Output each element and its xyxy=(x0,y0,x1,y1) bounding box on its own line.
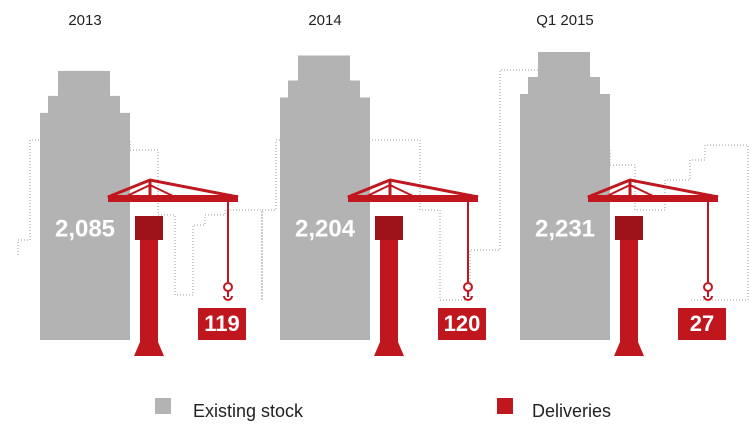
crane-base xyxy=(134,342,164,356)
crane-base xyxy=(374,342,404,356)
crane-jib xyxy=(348,195,478,202)
crane-mast xyxy=(620,240,638,342)
delivery-label: 120 xyxy=(444,311,481,336)
legend-label: Existing stock xyxy=(193,401,304,421)
legend-label: Deliveries xyxy=(532,401,611,421)
crane-hook xyxy=(224,283,232,291)
crane-cab xyxy=(135,216,163,240)
legend-swatch xyxy=(155,398,171,414)
crane-base xyxy=(614,342,644,356)
crane-hook xyxy=(704,291,712,300)
delivery-label: 27 xyxy=(690,311,714,336)
crane-hook xyxy=(704,283,712,291)
crane-cab xyxy=(615,216,643,240)
stock-label: 2,085 xyxy=(55,215,115,242)
crane-mast xyxy=(380,240,398,342)
stock-label: 2,231 xyxy=(535,215,595,242)
legend-swatch xyxy=(497,398,513,414)
chart: 2013 2,085 119 2014 2,204 120 Q1 2015 2,231 27 Ex… xyxy=(0,0,756,428)
crane-hook xyxy=(224,291,232,300)
category-label: 2014 xyxy=(308,12,341,29)
crane-mast xyxy=(140,240,158,342)
category-label: 2013 xyxy=(68,12,101,29)
crane-jib xyxy=(588,195,718,202)
category-label: Q1 2015 xyxy=(536,12,594,29)
crane-cab xyxy=(375,216,403,240)
delivery-label: 119 xyxy=(204,311,240,336)
stock-label: 2,204 xyxy=(295,215,356,242)
building xyxy=(40,71,130,340)
crane-jib xyxy=(108,195,238,202)
crane-hook xyxy=(464,283,472,291)
crane-hook xyxy=(464,291,472,300)
